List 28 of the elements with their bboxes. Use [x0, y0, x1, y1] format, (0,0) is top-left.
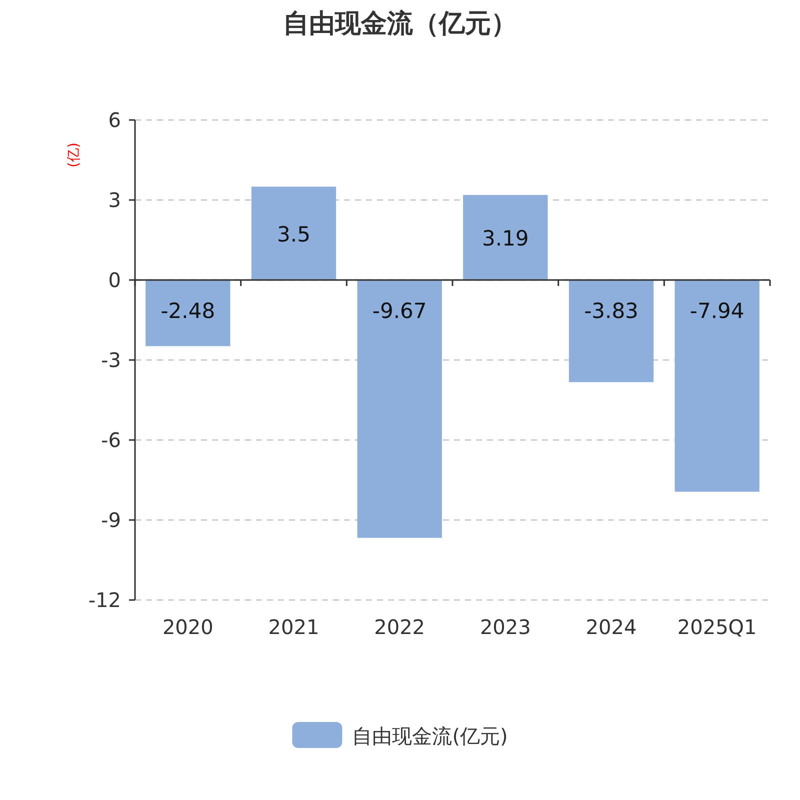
x-tick-label: 2022	[374, 615, 426, 639]
x-tick-label: 2020	[162, 615, 214, 639]
y-tick-label: -12	[88, 588, 121, 612]
y-tick-label: 3	[108, 188, 121, 212]
data-label: 3.19	[482, 226, 529, 250]
bar	[568, 280, 654, 382]
bar	[674, 280, 760, 492]
x-tick-label: 2025Q1	[677, 615, 757, 639]
data-label: -7.94	[690, 299, 744, 323]
y-tick-label: 0	[108, 268, 121, 292]
data-label: -9.67	[372, 299, 427, 323]
data-label: 3.5	[277, 222, 310, 246]
legend-label: 自由现金流(亿元)	[352, 724, 508, 748]
x-tick-label: 2021	[268, 615, 320, 639]
x-tick-label: 2024	[586, 615, 637, 639]
y-axis-title: (亿)	[66, 142, 82, 168]
x-tick-label: 2023	[480, 615, 531, 639]
bar	[146, 280, 230, 346]
y-tick-label: -3	[101, 348, 121, 372]
bar	[357, 280, 442, 538]
data-label: -3.83	[584, 299, 638, 323]
y-tick-label: -9	[101, 508, 121, 532]
chart-title: 自由现金流（亿元）	[283, 9, 517, 39]
y-tick-label: -6	[101, 428, 121, 452]
data-label: -2.48	[160, 299, 216, 323]
bar	[251, 186, 336, 280]
bar	[463, 194, 548, 280]
y-tick-label: 6	[108, 108, 121, 132]
